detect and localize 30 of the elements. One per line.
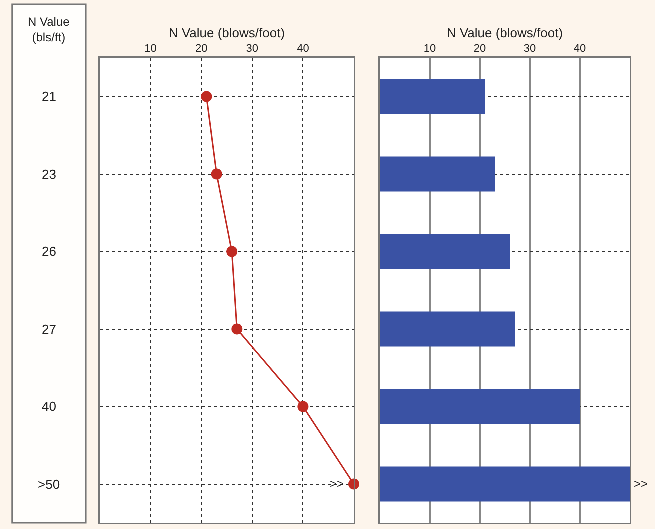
- point: [232, 324, 243, 335]
- point: [211, 168, 222, 180]
- x-tick-label: 40: [574, 43, 586, 56]
- y-tick-label: 23: [42, 167, 56, 182]
- x-tick-label: 10: [144, 43, 157, 56]
- point: [226, 246, 238, 258]
- x-tick-label: 30: [524, 43, 536, 56]
- point: [298, 401, 309, 412]
- annotation: >>: [634, 477, 648, 491]
- y-tick-label: 40: [42, 399, 56, 414]
- y-tick-label: 26: [42, 244, 56, 259]
- x-tick-label: 10: [424, 43, 436, 56]
- x-tick-label: 20: [474, 43, 486, 56]
- bar: [380, 466, 630, 502]
- bar: [380, 156, 495, 192]
- y-axis-title: N Value (bls/ft): [28, 15, 70, 45]
- x-tick-label: 30: [246, 43, 259, 56]
- x-tick-label: 20: [195, 43, 208, 56]
- y-tick-label: 21: [42, 89, 56, 104]
- x-axis-title: N Value (blows/foot): [446, 25, 564, 40]
- bar: [380, 389, 580, 424]
- y-tick-label: >50: [38, 477, 60, 492]
- point: [201, 91, 212, 102]
- bar: [380, 234, 510, 270]
- y-tick-label: 27: [42, 322, 56, 337]
- x-tick-label: 40: [297, 43, 310, 56]
- bar: [380, 79, 485, 114]
- bar: [380, 312, 515, 347]
- x-axis-title: N Value (blows/foot): [168, 25, 286, 40]
- annotation: >>: [330, 477, 344, 491]
